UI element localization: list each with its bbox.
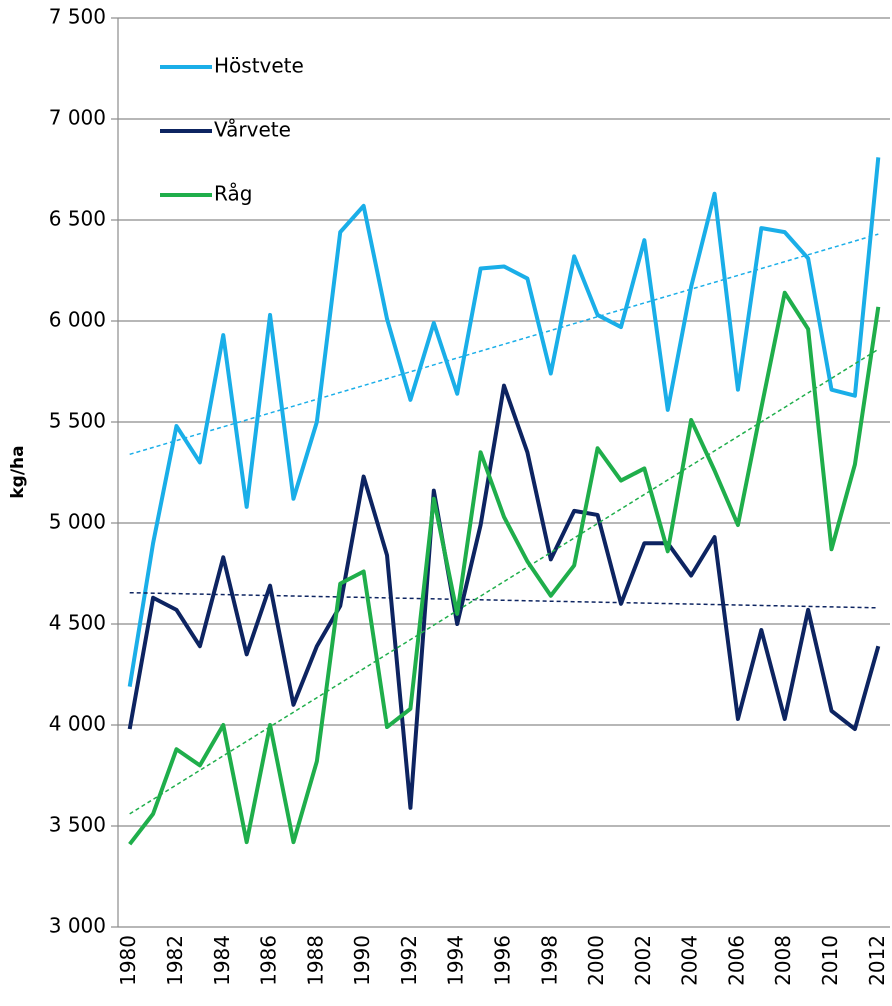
y-axis-label: kg/ha [8, 445, 28, 498]
y-tick-label: 7 500 [49, 5, 106, 29]
x-tick-label: 1992 [397, 935, 421, 986]
y-tick-label: 3 500 [49, 813, 106, 837]
x-tick-label: 1988 [303, 935, 327, 986]
y-tick-label: 6 500 [49, 207, 106, 231]
x-tick-label: 1980 [116, 935, 140, 986]
legend-label: Råg [214, 182, 252, 206]
series-line [127, 383, 881, 810]
x-tick-label: 1994 [444, 935, 468, 986]
series-line [127, 157, 881, 687]
x-tick-label: 1984 [210, 935, 234, 986]
trend-line [129, 348, 879, 815]
x-tick-label: 1982 [163, 935, 187, 986]
y-tick-label: 5 000 [49, 510, 106, 534]
y-tick-label: 3 000 [49, 914, 106, 938]
x-tick-label: 2004 [678, 935, 702, 986]
y-tick-label: 4 500 [49, 611, 106, 635]
y-tick-label: 6 000 [49, 308, 106, 332]
x-tick-label: 2006 [724, 935, 748, 986]
x-tick-label: 2010 [818, 935, 842, 986]
y-tick-label: 5 500 [49, 409, 106, 433]
x-tick-label: 1998 [537, 935, 561, 986]
x-tick-label: 2000 [584, 935, 608, 986]
legend-label: Höstvete [214, 54, 304, 78]
x-tick-label: 2012 [865, 935, 889, 986]
x-tick-label: 1996 [491, 935, 515, 986]
y-tick-label: 4 000 [49, 712, 106, 736]
x-tick-label: 2008 [771, 935, 795, 986]
legend-label: Vårvete [214, 118, 291, 142]
x-tick-label: 2002 [631, 935, 655, 986]
trend-line [129, 591, 879, 609]
series-line [128, 290, 881, 846]
y-tick-label: 7 000 [49, 106, 106, 130]
x-tick-label: 1990 [350, 935, 374, 986]
x-tick-label: 1986 [257, 935, 281, 986]
